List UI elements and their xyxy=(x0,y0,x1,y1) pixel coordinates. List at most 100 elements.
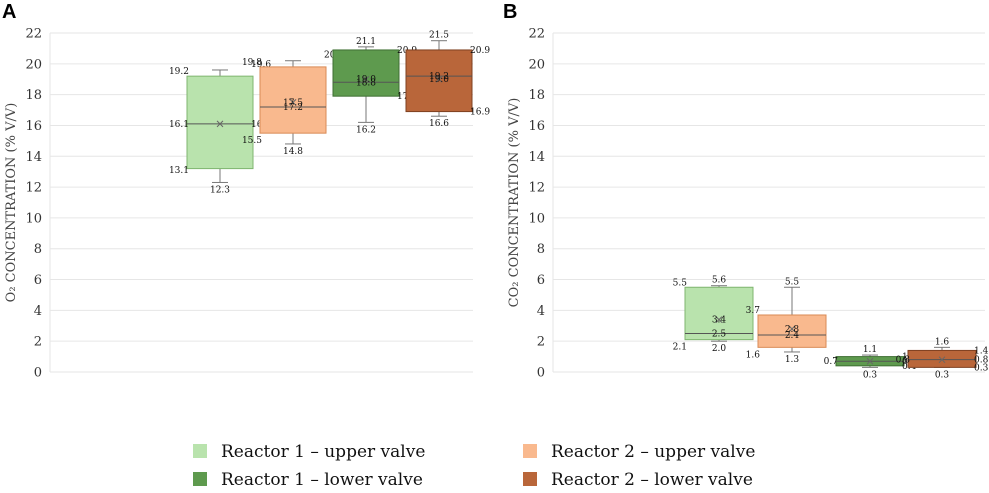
y-tick-label: 2 xyxy=(34,335,42,350)
panel-letter: B xyxy=(503,1,517,23)
y-tick-label: 8 xyxy=(537,242,545,257)
y-tick-label: 6 xyxy=(34,273,42,288)
y-tick-label: 22 xyxy=(25,27,42,42)
data-label: 20.9 xyxy=(470,46,490,56)
data-label: 3.4 xyxy=(712,316,727,326)
mean-marker xyxy=(362,75,370,83)
y-tick-label: 0 xyxy=(537,366,545,381)
data-label: 19.6 xyxy=(251,60,271,70)
box-3: 21.120.919.018.817.916.2 xyxy=(332,37,417,135)
y-tick-label: 20 xyxy=(25,57,42,72)
panel-letter: A xyxy=(2,1,16,23)
y-tick-label: 14 xyxy=(528,150,545,165)
y-tick-label: 10 xyxy=(25,211,42,226)
y-tick-label: 14 xyxy=(25,150,42,165)
legend-swatch xyxy=(193,472,207,486)
data-label: 21.5 xyxy=(429,31,449,41)
mean-marker xyxy=(866,357,874,365)
box-iqr xyxy=(757,314,827,348)
box-iqr xyxy=(405,49,473,113)
data-label: 19.0 xyxy=(429,75,449,85)
data-label: 2.1 xyxy=(673,343,687,353)
data-label: 2.5 xyxy=(712,329,727,339)
y-tick-label: 20 xyxy=(528,57,545,72)
y-tick-label: 4 xyxy=(34,304,42,319)
mean-marker xyxy=(435,75,443,83)
panel-a: A 0 2 4 6 8 10 12 14 16 18 20 22 O₂ CONCENTRATION (% … xyxy=(2,1,490,381)
data-label: 1.3 xyxy=(785,355,800,365)
box-iqr xyxy=(684,286,754,341)
data-label: 16.6 xyxy=(429,119,449,129)
data-label: 5.5 xyxy=(785,277,800,287)
legend-label: Reactor 2 – lower valve xyxy=(551,470,753,490)
legend: Reactor 1 – upper valve Reactor 2 – upper… xyxy=(193,442,755,490)
box-iqr xyxy=(332,49,400,97)
data-label: 5.6 xyxy=(712,276,727,286)
mean-marker xyxy=(788,325,796,333)
data-label: 14.8 xyxy=(283,147,303,157)
box-2: 3.7 5.5 2.82.4 1.6 1.3 xyxy=(746,277,827,365)
legend-swatch xyxy=(523,472,537,486)
y-tick-label: 2 xyxy=(537,335,545,350)
data-label: 1.6 xyxy=(935,337,950,347)
data-label: 3.7 xyxy=(746,306,761,316)
data-label: 2.0 xyxy=(712,344,727,354)
data-label: 17.2 xyxy=(283,103,303,113)
y-tick-label: 0 xyxy=(34,366,42,381)
legend-item-4: Reactor 2 – lower valve xyxy=(523,470,753,490)
data-label: 16.9 xyxy=(470,108,490,118)
data-label: 0.8 xyxy=(896,356,911,366)
mean-marker xyxy=(216,120,224,128)
y-axis-title: CO₂ CONCENTRATION (% V/V) xyxy=(507,98,522,308)
data-label: 16.1 xyxy=(169,120,189,130)
y-tick-label: 4 xyxy=(537,304,545,319)
data-label: 13.1 xyxy=(169,166,189,176)
data-label: 1.1 xyxy=(863,345,877,355)
data-label: 5.5 xyxy=(673,278,688,288)
data-label: 15.5 xyxy=(242,136,262,146)
legend-label: Reactor 1 – lower valve xyxy=(221,470,423,490)
data-label: 2.8 xyxy=(785,325,800,335)
box-iqr xyxy=(186,75,254,170)
data-label: 1.6 xyxy=(746,350,761,360)
y-tick-label: 18 xyxy=(528,88,545,103)
y-tick-label: 10 xyxy=(528,211,545,226)
box-2: 19.820.217.517.215.514.8 xyxy=(242,51,344,157)
data-label: 0.3 xyxy=(974,363,989,373)
data-label: 16.2 xyxy=(356,125,376,135)
data-label: 17.5 xyxy=(283,98,303,108)
box-iqr xyxy=(907,349,977,368)
data-label: 19.0 xyxy=(356,75,376,85)
legend-label: Reactor 1 – upper valve xyxy=(221,442,425,462)
legend-item-1: Reactor 1 – upper valve xyxy=(193,442,425,462)
legend-swatch xyxy=(193,444,207,458)
y-tick-label: 8 xyxy=(34,242,42,257)
data-label: 2.4 xyxy=(785,331,800,341)
panel-b: B 0 2 4 6 8 10 12 14 16 18 20 22 CO₂ CONCENTRATION (%… xyxy=(503,1,989,381)
data-label: 21.1 xyxy=(356,37,376,47)
y-tick-label: 12 xyxy=(528,181,545,196)
y-tick-label: 6 xyxy=(537,273,545,288)
y-tick-label: 22 xyxy=(528,27,545,42)
box-iqr xyxy=(259,66,327,134)
box-4: 1.61.40.8 0.80.30.3 xyxy=(896,337,989,380)
data-label: 0.7 xyxy=(824,357,839,367)
box-4: 21.5 20.9 19.219.0 16.9 16.6 xyxy=(405,31,490,129)
data-label: 19.2 xyxy=(169,67,189,77)
y-tick-label: 16 xyxy=(25,119,42,134)
box-1: 5.5 5.6 3.4 2.5 2.1 2.0 xyxy=(673,276,754,354)
y-tick-label: 16 xyxy=(528,119,545,134)
legend-item-3: Reactor 1 – lower valve xyxy=(193,470,423,490)
y-tick-label: 12 xyxy=(25,181,42,196)
mean-marker xyxy=(289,98,297,106)
data-label: 12.3 xyxy=(210,185,230,195)
data-label: 19.2 xyxy=(429,72,449,82)
data-label: 1.4 xyxy=(974,346,989,356)
mean-marker xyxy=(938,356,946,364)
data-label: 18.8 xyxy=(356,78,376,88)
data-label: 0.8 xyxy=(974,356,989,366)
data-label: 0.3 xyxy=(935,370,950,380)
y-tick-label: 18 xyxy=(25,88,42,103)
legend-swatch xyxy=(523,444,537,458)
